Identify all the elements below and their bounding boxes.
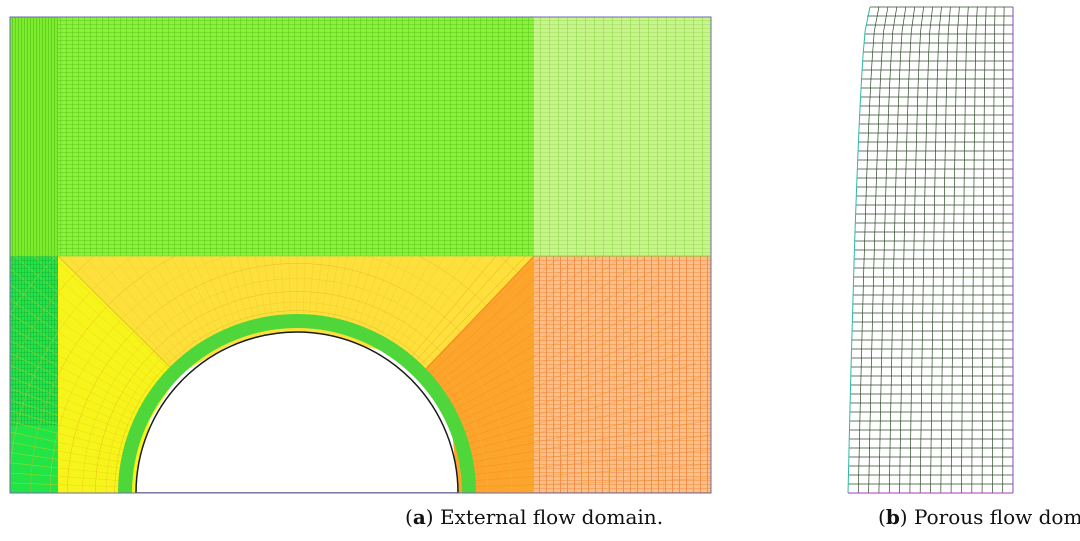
cylinder-body [135, 331, 459, 493]
caption-external-flow: (a) External flow domain. [405, 505, 664, 529]
cylinder-boundary-layer [118, 314, 476, 493]
caption-porous-flow: (b) Porous flow domain. [878, 505, 1080, 529]
caption-b-text: Porous flow domain. [913, 505, 1080, 529]
caption-a-text: External flow domain. [439, 505, 664, 529]
caption-a-label: a [412, 505, 426, 529]
external-flow-mesh [9, 16, 712, 494]
porous-flow-mesh [847, 6, 1014, 494]
caption-b-label: b [885, 505, 900, 529]
right-orange-block [420, 256, 534, 493]
